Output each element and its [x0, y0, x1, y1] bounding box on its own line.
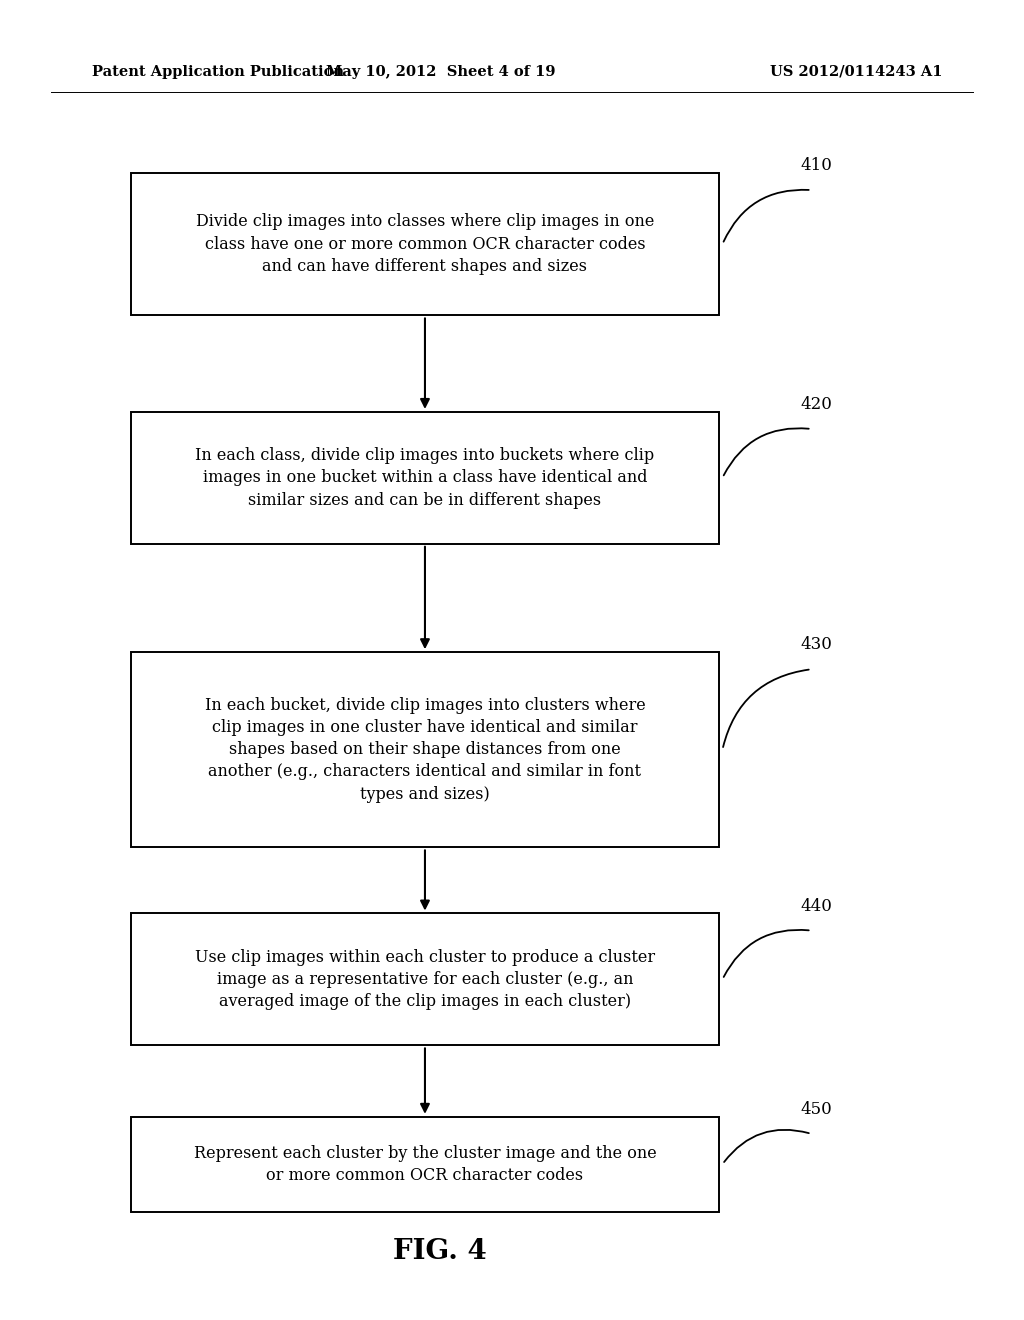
Text: 430: 430 — [801, 636, 833, 653]
Text: Use clip images within each cluster to produce a cluster
image as a representati: Use clip images within each cluster to p… — [195, 949, 655, 1010]
Text: Represent each cluster by the cluster image and the one
or more common OCR chara: Represent each cluster by the cluster im… — [194, 1144, 656, 1184]
Text: In each bucket, divide clip images into clusters where
clip images in one cluste: In each bucket, divide clip images into … — [205, 697, 645, 803]
Text: 440: 440 — [801, 898, 833, 915]
Text: May 10, 2012  Sheet 4 of 19: May 10, 2012 Sheet 4 of 19 — [326, 65, 555, 79]
Text: 420: 420 — [801, 396, 833, 413]
Text: Patent Application Publication: Patent Application Publication — [92, 65, 344, 79]
Text: 410: 410 — [801, 157, 833, 174]
Bar — [131, 913, 719, 1045]
Bar — [131, 1117, 719, 1212]
Text: US 2012/0114243 A1: US 2012/0114243 A1 — [770, 65, 942, 79]
Bar — [131, 652, 719, 847]
Text: Divide clip images into classes where clip images in one
class have one or more : Divide clip images into classes where cl… — [196, 214, 654, 275]
Bar — [131, 412, 719, 544]
Text: 450: 450 — [801, 1101, 833, 1118]
Text: In each class, divide clip images into buckets where clip
images in one bucket w: In each class, divide clip images into b… — [196, 447, 654, 508]
Bar — [131, 173, 719, 315]
Text: FIG. 4: FIG. 4 — [393, 1238, 487, 1265]
